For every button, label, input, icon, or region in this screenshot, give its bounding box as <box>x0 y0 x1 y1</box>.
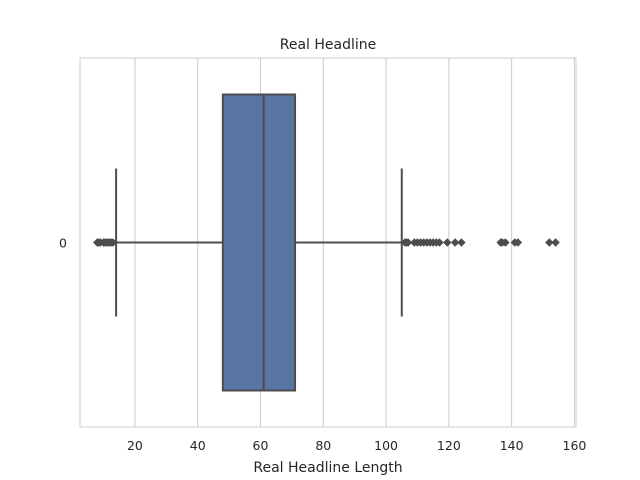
x-tick-label-20: 20 <box>127 438 143 453</box>
outlier-point-29 <box>513 238 523 247</box>
outlier-point-9 <box>108 238 118 247</box>
x-tick-label-120: 120 <box>437 438 461 453</box>
x-tick-label-140: 140 <box>500 438 524 453</box>
outlier-point-24 <box>457 238 466 247</box>
chart-title: Real Headline <box>280 37 377 53</box>
x-tick-label-80: 80 <box>315 438 331 453</box>
box-plot <box>115 93 403 392</box>
outlier-point-12 <box>403 238 413 247</box>
plot-frame <box>79 57 577 428</box>
outlier-point-22 <box>443 238 452 247</box>
x-tick-label-40: 40 <box>190 438 206 453</box>
x-tick-label-100: 100 <box>374 438 398 453</box>
x-axis-label: Real Headline Length <box>253 460 402 476</box>
outlier-points <box>93 238 560 247</box>
iqr-box <box>221 93 297 392</box>
outlier-point-30 <box>545 238 554 247</box>
outlier-point-27 <box>501 238 510 247</box>
outlier-point-21 <box>435 238 444 247</box>
x-tick-label-160: 160 <box>563 438 587 453</box>
outlier-point-23 <box>450 238 460 247</box>
y-tick-label-0: 0 <box>59 236 67 251</box>
outlier-point-31 <box>551 238 560 247</box>
x-axis-ticks: 20 40 60 80 100 120 140 160 <box>127 438 586 453</box>
x-tick-label-60: 60 <box>253 438 269 453</box>
y-axis-ticks: 0 <box>59 236 67 251</box>
